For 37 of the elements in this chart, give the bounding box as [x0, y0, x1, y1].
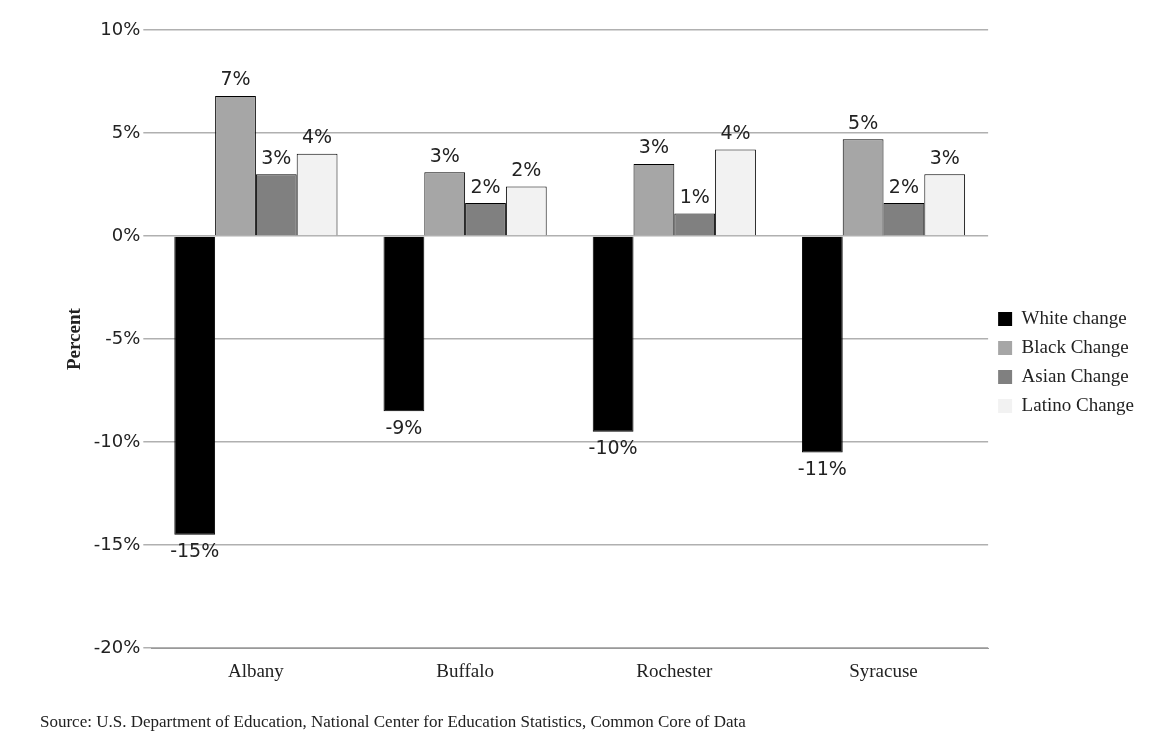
data-label: 3%: [929, 145, 960, 168]
legend-label: Latino Change: [1021, 393, 1134, 415]
x-tick-label: Albany: [227, 659, 285, 681]
data-label: 3%: [638, 135, 669, 158]
data-label: 4%: [720, 120, 751, 143]
data-label: 5%: [848, 110, 879, 133]
data-label: 3%: [261, 145, 292, 168]
y-tick-label: 0%: [111, 223, 141, 245]
legend-label: Asian Change: [1021, 364, 1129, 386]
data-label: 1%: [679, 184, 710, 207]
x-tick-label: Rochester: [636, 659, 713, 681]
y-tick-label: -5%: [105, 326, 141, 348]
y-tick-label: -20%: [93, 635, 141, 657]
data-label: 4%: [302, 125, 333, 148]
data-label: -9%: [385, 415, 423, 438]
data-label: 7%: [220, 67, 251, 90]
data-label: -15%: [170, 539, 220, 562]
y-tick-label: -15%: [93, 532, 141, 554]
bar: [592, 236, 634, 432]
y-tick-label: -10%: [93, 429, 141, 451]
y-tick-label: 10%: [100, 17, 141, 39]
data-label: -11%: [797, 456, 847, 479]
data-label: 2%: [888, 174, 919, 197]
data-label: -10%: [588, 436, 638, 459]
bar: [174, 236, 216, 535]
data-label: 3%: [429, 143, 460, 166]
data-label: 2%: [511, 158, 542, 181]
source-note: Source: U.S. Department of Education, National Center for Education Statistics, Common Core of Data: [40, 712, 747, 732]
bar: [383, 236, 425, 412]
data-label: 2%: [470, 174, 501, 197]
y-tick-label: 5%: [111, 120, 141, 142]
legend-label: Black Change: [1021, 335, 1129, 357]
bar: [801, 236, 843, 453]
x-tick-label: Syracuse: [849, 659, 918, 681]
legend-label: White change: [1021, 306, 1127, 328]
y-axis-title: Percent: [63, 307, 85, 371]
x-tick-label: Buffalo: [436, 659, 494, 681]
